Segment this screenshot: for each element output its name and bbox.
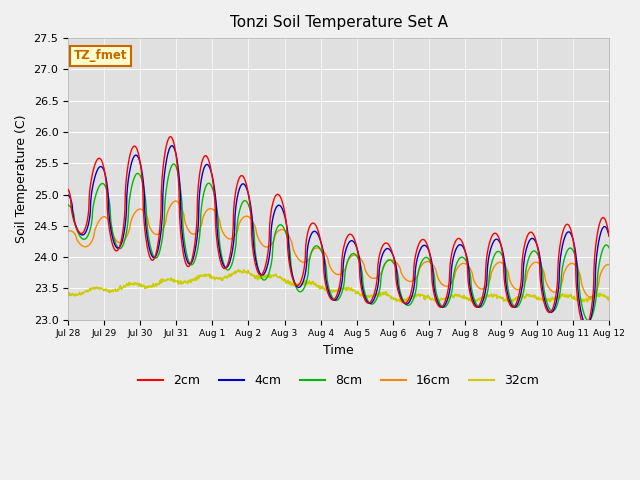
Legend: 2cm, 4cm, 8cm, 16cm, 32cm: 2cm, 4cm, 8cm, 16cm, 32cm bbox=[133, 370, 544, 392]
Text: TZ_fmet: TZ_fmet bbox=[74, 49, 127, 62]
Y-axis label: Soil Temperature (C): Soil Temperature (C) bbox=[15, 115, 28, 243]
X-axis label: Time: Time bbox=[323, 344, 354, 357]
Title: Tonzi Soil Temperature Set A: Tonzi Soil Temperature Set A bbox=[230, 15, 447, 30]
